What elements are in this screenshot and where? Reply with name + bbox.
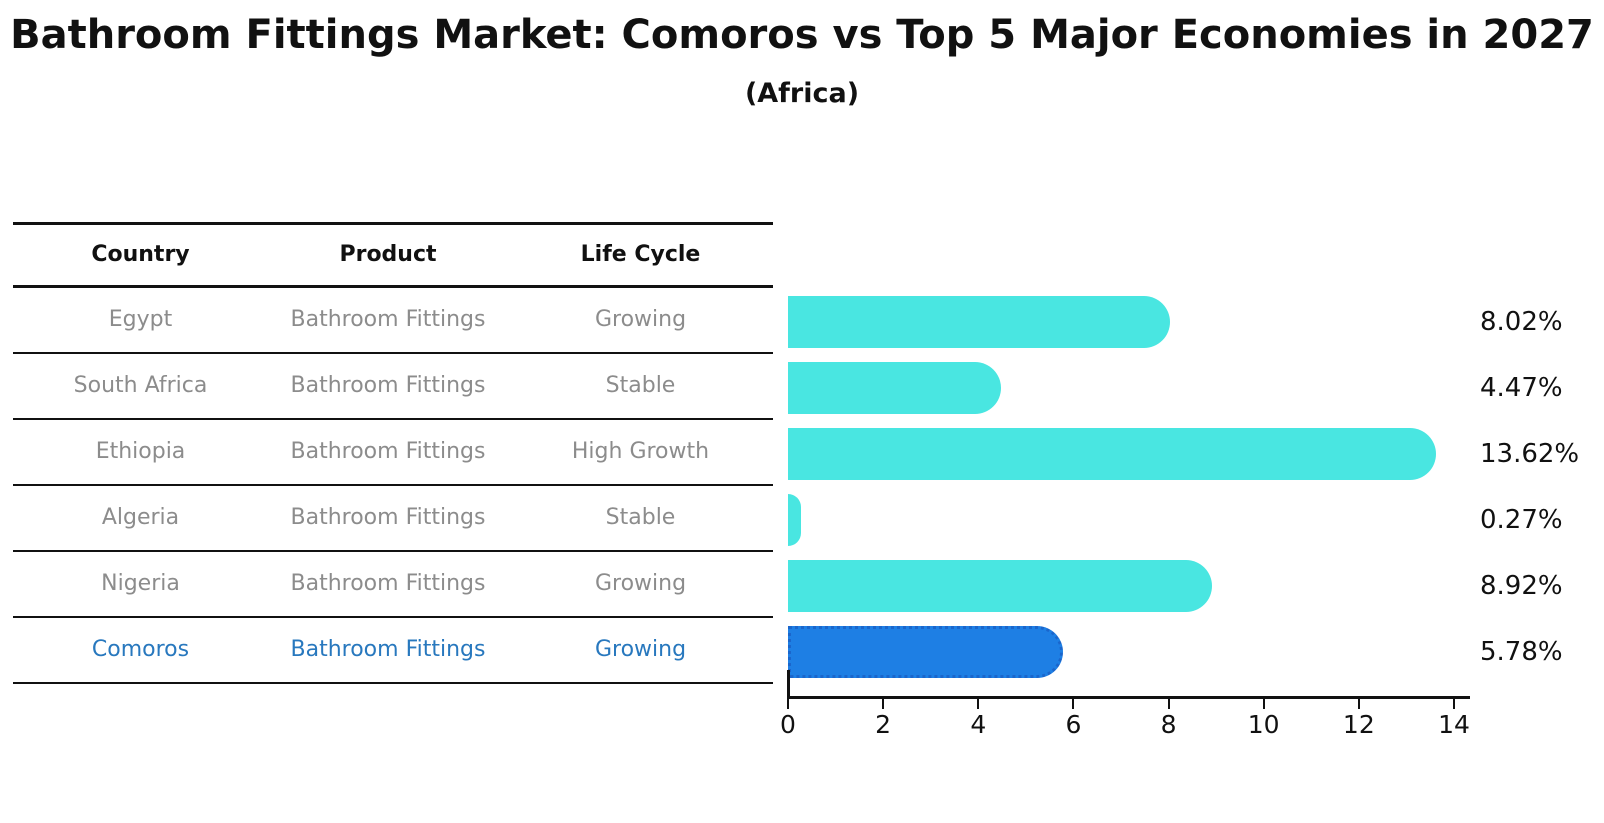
table-row-comoros: Comoros Bathroom Fittings Growing <box>13 618 773 684</box>
x-tick <box>1262 699 1265 709</box>
cell-life-cycle: Stable <box>605 372 676 398</box>
cell-country: Ethiopia <box>95 438 186 464</box>
cell-life-cycle: Growing <box>594 636 687 662</box>
value-label: 4.47% <box>1480 373 1563 403</box>
x-axis-line <box>787 696 1470 699</box>
cell-country: South Africa <box>73 372 208 398</box>
summary-table: Country Product Life Cycle Egypt Bathroo… <box>13 222 773 684</box>
x-tick <box>1167 699 1170 709</box>
bar-nigeria <box>788 560 1212 612</box>
x-tick <box>787 699 789 709</box>
x-tick-label: 8 <box>1160 710 1177 739</box>
bar-comoros <box>788 626 1063 678</box>
cell-product: Bathroom Fittings <box>290 570 486 596</box>
table-row-algeria: Algeria Bathroom Fittings Stable <box>13 486 773 552</box>
header-country: Country <box>91 241 190 267</box>
table-row-nigeria: Nigeria Bathroom Fittings Growing <box>13 552 773 618</box>
value-label: 13.62% <box>1480 439 1580 469</box>
value-label: 5.78% <box>1480 637 1563 667</box>
x-tick <box>1072 699 1075 709</box>
x-tick-label: 14 <box>1438 710 1470 739</box>
cell-life-cycle: High Growth <box>571 438 710 464</box>
value-label: 8.02% <box>1480 307 1563 337</box>
x-tick-label: 4 <box>970 710 987 739</box>
x-tick-label: 2 <box>875 710 892 739</box>
table-row-egypt: Egypt Bathroom Fittings Growing <box>13 288 773 354</box>
cell-life-cycle: Growing <box>594 570 687 596</box>
x-tick <box>1452 699 1455 709</box>
x-tick-label: 12 <box>1342 710 1375 739</box>
table-row-ethiopia: Ethiopia Bathroom Fittings High Growth <box>13 420 773 486</box>
cell-product: Bathroom Fittings <box>290 504 486 530</box>
table-header-row: Country Product Life Cycle <box>13 222 773 288</box>
cell-country: Egypt <box>108 306 173 332</box>
cell-life-cycle: Growing <box>594 306 687 332</box>
cell-product: Bathroom Fittings <box>290 438 486 464</box>
bar-egypt <box>788 296 1170 348</box>
cell-product: Bathroom Fittings <box>290 636 486 662</box>
cell-country: Comoros <box>91 636 190 662</box>
cell-country: Nigeria <box>101 570 180 596</box>
cell-product: Bathroom Fittings <box>290 372 486 398</box>
x-tick <box>977 699 980 709</box>
cell-life-cycle: Stable <box>605 504 676 530</box>
header-life-cycle: Life Cycle <box>580 241 701 267</box>
bar-algeria <box>788 494 801 546</box>
x-tick <box>882 699 885 709</box>
cell-country: Algeria <box>101 504 180 530</box>
x-tick-label: 6 <box>1065 710 1082 739</box>
table-row-south-africa: South Africa Bathroom Fittings Stable <box>13 354 773 420</box>
value-label: 8.92% <box>1480 571 1563 601</box>
page-subtitle: (Africa) <box>744 78 860 109</box>
bar-ethiopia <box>788 428 1436 480</box>
y-axis-stub <box>787 670 790 696</box>
header-product: Product <box>339 241 437 267</box>
x-tick <box>1357 699 1360 709</box>
x-tick-label: 10 <box>1247 710 1280 739</box>
x-tick-label: 0 <box>780 710 796 739</box>
bar-south-africa <box>788 362 1001 414</box>
value-label: 0.27% <box>1480 505 1563 535</box>
page-title: Bathroom Fittings Market: Comoros vs Top… <box>10 12 1594 58</box>
cell-product: Bathroom Fittings <box>290 306 486 332</box>
